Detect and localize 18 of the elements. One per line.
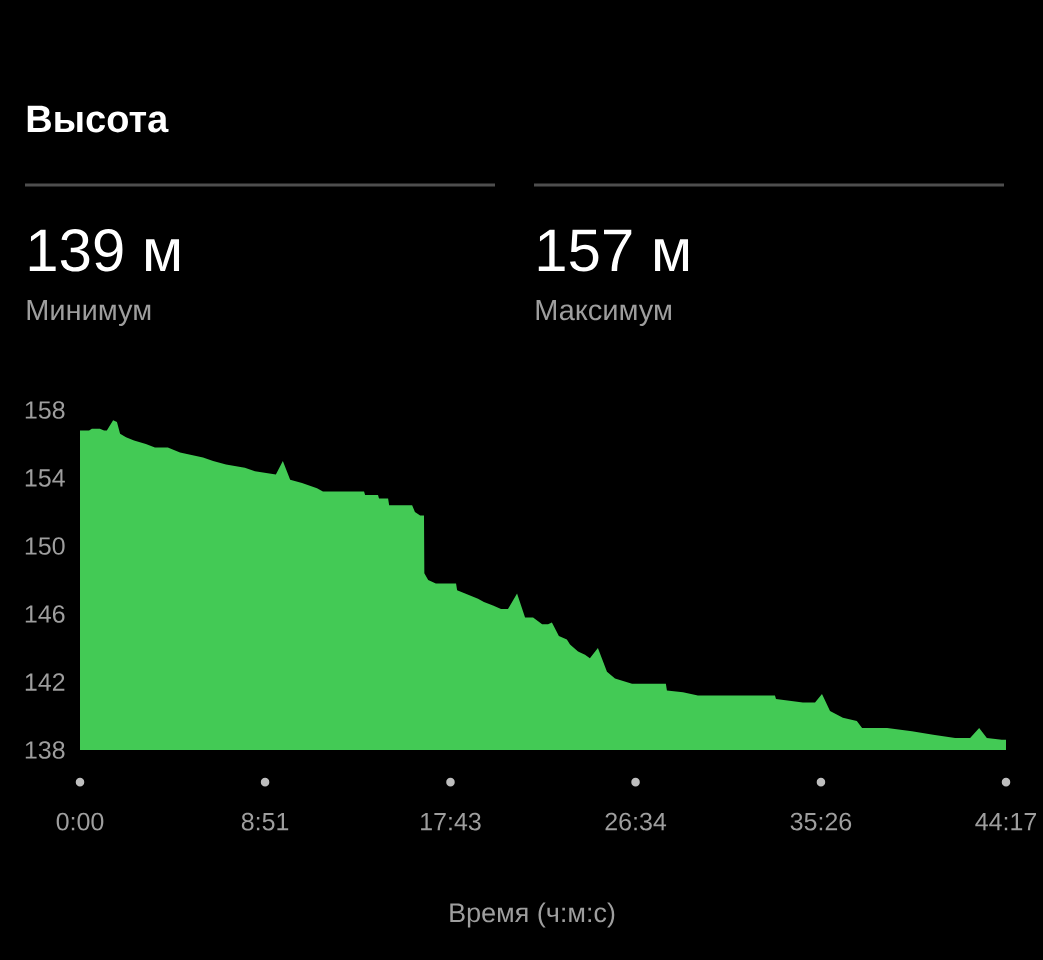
x-tick-label: 17:43	[421, 812, 481, 831]
x-tick-label: 44:17	[975, 813, 1037, 831]
y-tick-label: 146	[25, 605, 65, 623]
text: Максимум	[536, 300, 671, 327]
y-tick-label: 154	[25, 469, 65, 487]
x-axis-title: Время (ч:м:с)	[450, 902, 615, 928]
x-tick-label: 26:34	[605, 812, 667, 831]
x-tick-label: 0:00	[56, 812, 104, 831]
y-tick-label: 158	[25, 401, 65, 419]
text: Минимум	[27, 300, 151, 327]
chart-title: Высота	[27, 105, 169, 133]
x-tick-label: 8:51	[241, 812, 289, 831]
text: 139 м	[29, 229, 180, 272]
text: 157 м	[538, 229, 689, 272]
y-tick-label: 150	[25, 537, 65, 555]
y-tick-label: 138	[25, 741, 65, 759]
x-tick-label: 35:26	[790, 812, 852, 831]
y-tick-label: 142	[25, 673, 65, 691]
